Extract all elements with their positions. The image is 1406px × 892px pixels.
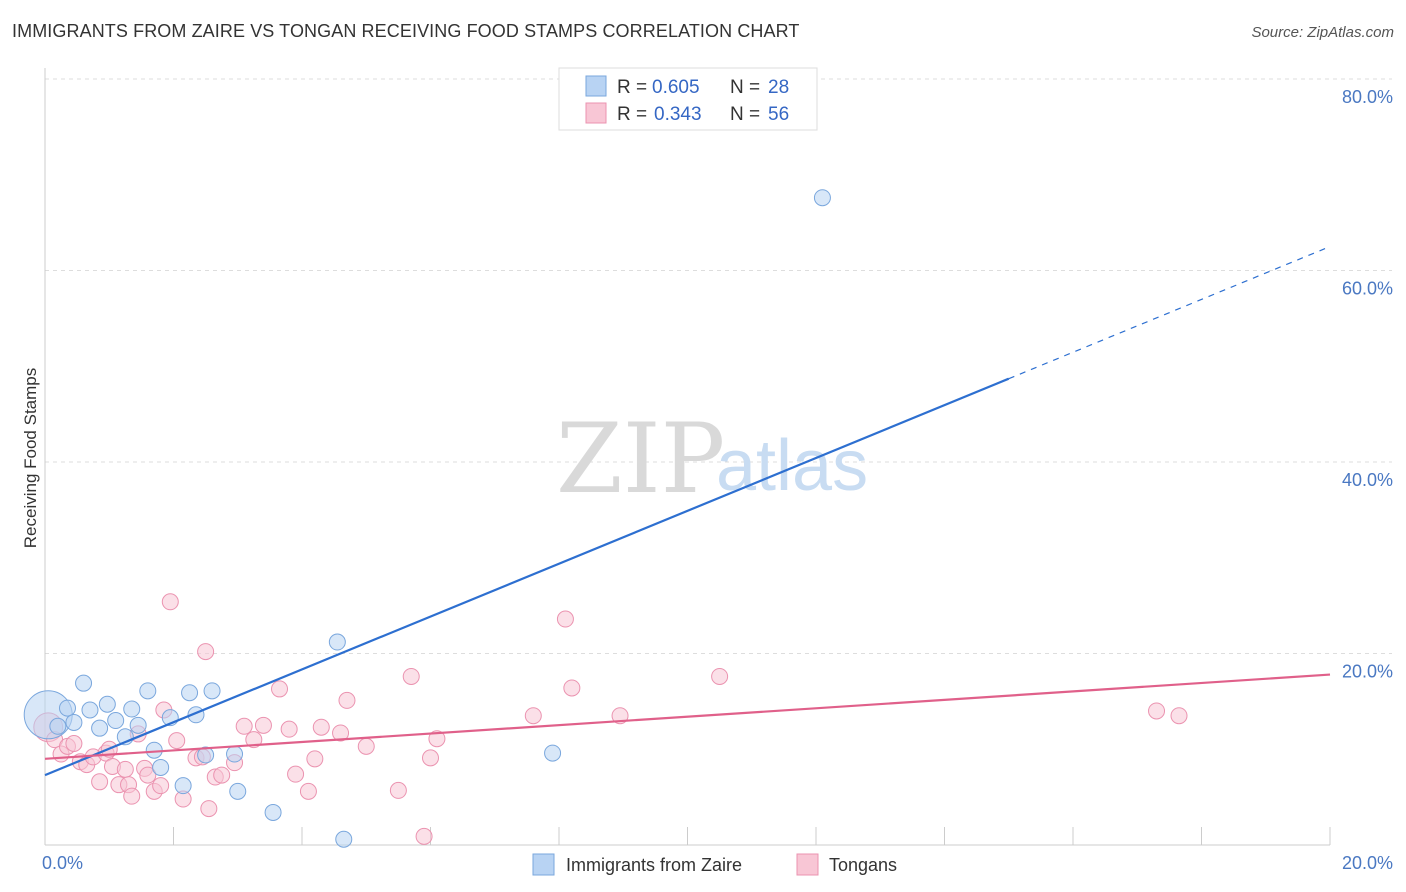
tongans-point-38 <box>299 782 317 800</box>
tongans-point-30 <box>213 766 231 784</box>
series-legend: Immigrants from Zaire Tongans <box>532 853 897 876</box>
tongans-point-36 <box>280 720 298 738</box>
tongans-point-33 <box>245 731 263 749</box>
y-axis-label: Receiving Food Stamps <box>21 368 40 548</box>
zaire-point-7 <box>98 695 116 713</box>
x-tick-label-max: 20.0% <box>1342 853 1393 873</box>
zaire-point-1 <box>49 717 67 735</box>
zaire-point-19 <box>197 746 215 764</box>
tongans-point-53 <box>711 667 729 685</box>
legend-n-value-zaire: 28 <box>768 77 789 98</box>
zaire-points <box>23 189 831 848</box>
tongans-point-40 <box>312 718 330 736</box>
zaire-point-2 <box>58 699 76 717</box>
zaire-point-25 <box>335 830 353 848</box>
tongans-point-27 <box>197 643 215 661</box>
tongans-point-41 <box>332 724 350 742</box>
y-tick-labels: 20.0% 40.0% 60.0% 80.0% <box>1342 87 1393 682</box>
zaire-point-16 <box>174 777 192 795</box>
zaire-point-11 <box>129 716 147 734</box>
y-tick-label-3: 80.0% <box>1342 87 1393 107</box>
legend-n-label-zaire: N = <box>730 77 760 98</box>
zaire-point-20 <box>203 682 221 700</box>
zaire-point-26 <box>544 744 562 762</box>
tongans-point-4 <box>65 735 83 753</box>
legend-r-label-zaire: R = <box>617 77 647 98</box>
tongans-point-20 <box>152 777 170 795</box>
series-legend-label-zaire: Immigrants from Zaire <box>566 855 742 875</box>
zaire-point-3 <box>65 713 83 731</box>
legend-n-label-tongans: N = <box>730 104 760 125</box>
y-tick-label-0: 20.0% <box>1342 662 1393 682</box>
legend-r-value-tongans: 0.343 <box>654 104 702 125</box>
zaire-point-10 <box>123 700 141 718</box>
series-legend-label-tongans: Tongans <box>829 855 897 875</box>
tongans-point-50 <box>556 610 574 628</box>
series-legend-swatch-tongans <box>796 853 819 876</box>
tongans-point-52 <box>611 707 629 725</box>
legend-n-value-tongans: 56 <box>768 104 789 125</box>
tongans-point-15 <box>123 787 141 805</box>
zaire-point-4 <box>75 674 93 692</box>
tongans-point-43 <box>357 737 375 755</box>
tongans-points <box>33 593 1188 845</box>
tongans-point-13 <box>116 760 134 778</box>
legend-r-label-tongans: R = <box>617 104 647 125</box>
tongans-point-51 <box>563 679 581 697</box>
tongans-trend-line <box>44 673 1331 760</box>
tongans-point-47 <box>422 749 439 767</box>
tongans-point-18 <box>139 766 157 784</box>
source-credit: Source: ZipAtlas.com <box>1251 24 1394 41</box>
correlation-legend: R = 0.605 N = 28 R = 0.343 N = 56 <box>558 67 818 131</box>
zaire-point-14 <box>152 758 170 776</box>
tongans-point-46 <box>415 827 433 845</box>
tongans-point-45 <box>402 667 420 685</box>
zaire-point-17 <box>181 684 199 702</box>
tongans-point-35 <box>271 680 289 698</box>
watermark-atlas: atlas <box>716 426 868 506</box>
legend-r-value-zaire: 0.605 <box>652 77 700 98</box>
tongans-point-44 <box>389 781 407 799</box>
zaire-point-23 <box>264 803 282 821</box>
zaire-point-27 <box>813 189 831 207</box>
tongans-point-55 <box>1170 707 1188 725</box>
tongans-point-42 <box>338 691 356 709</box>
zaire-point-22 <box>229 782 247 800</box>
zaire-point-8 <box>107 712 125 730</box>
chart-title: IMMIGRANTS FROM ZAIRE VS TONGAN RECEIVIN… <box>12 21 800 41</box>
tongans-point-39 <box>306 750 324 768</box>
gridlines <box>45 78 1392 654</box>
zaire-point-12 <box>139 682 157 700</box>
tongans-point-28 <box>200 800 218 818</box>
tongans-point-48 <box>428 730 446 748</box>
zaire-point-21 <box>226 745 244 763</box>
tongans-point-8 <box>91 773 109 791</box>
y-tick-label-2: 60.0% <box>1342 279 1393 299</box>
zaire-point-6 <box>91 719 109 737</box>
zaire-trend-extension <box>1008 246 1331 380</box>
tongans-point-34 <box>254 716 272 734</box>
tongans-point-22 <box>161 593 179 611</box>
tongans-point-54 <box>1148 702 1166 720</box>
tongans-point-49 <box>524 707 542 725</box>
trend-lines <box>44 246 1331 777</box>
legend-swatch-tongans <box>585 102 607 124</box>
y-tick-label-1: 40.0% <box>1342 470 1393 490</box>
watermark-zip: ZIP <box>556 403 725 515</box>
x-tick-label-min: 0.0% <box>42 853 83 873</box>
zaire-point-5 <box>81 701 99 719</box>
zaire-trend-line <box>44 377 1010 777</box>
tongans-point-23 <box>168 732 186 750</box>
tongans-point-37 <box>287 765 305 783</box>
series-legend-swatch-zaire <box>532 853 555 876</box>
legend-swatch-zaire <box>585 75 607 97</box>
tongans-point-32 <box>235 717 253 735</box>
zaire-point-24 <box>328 633 346 651</box>
